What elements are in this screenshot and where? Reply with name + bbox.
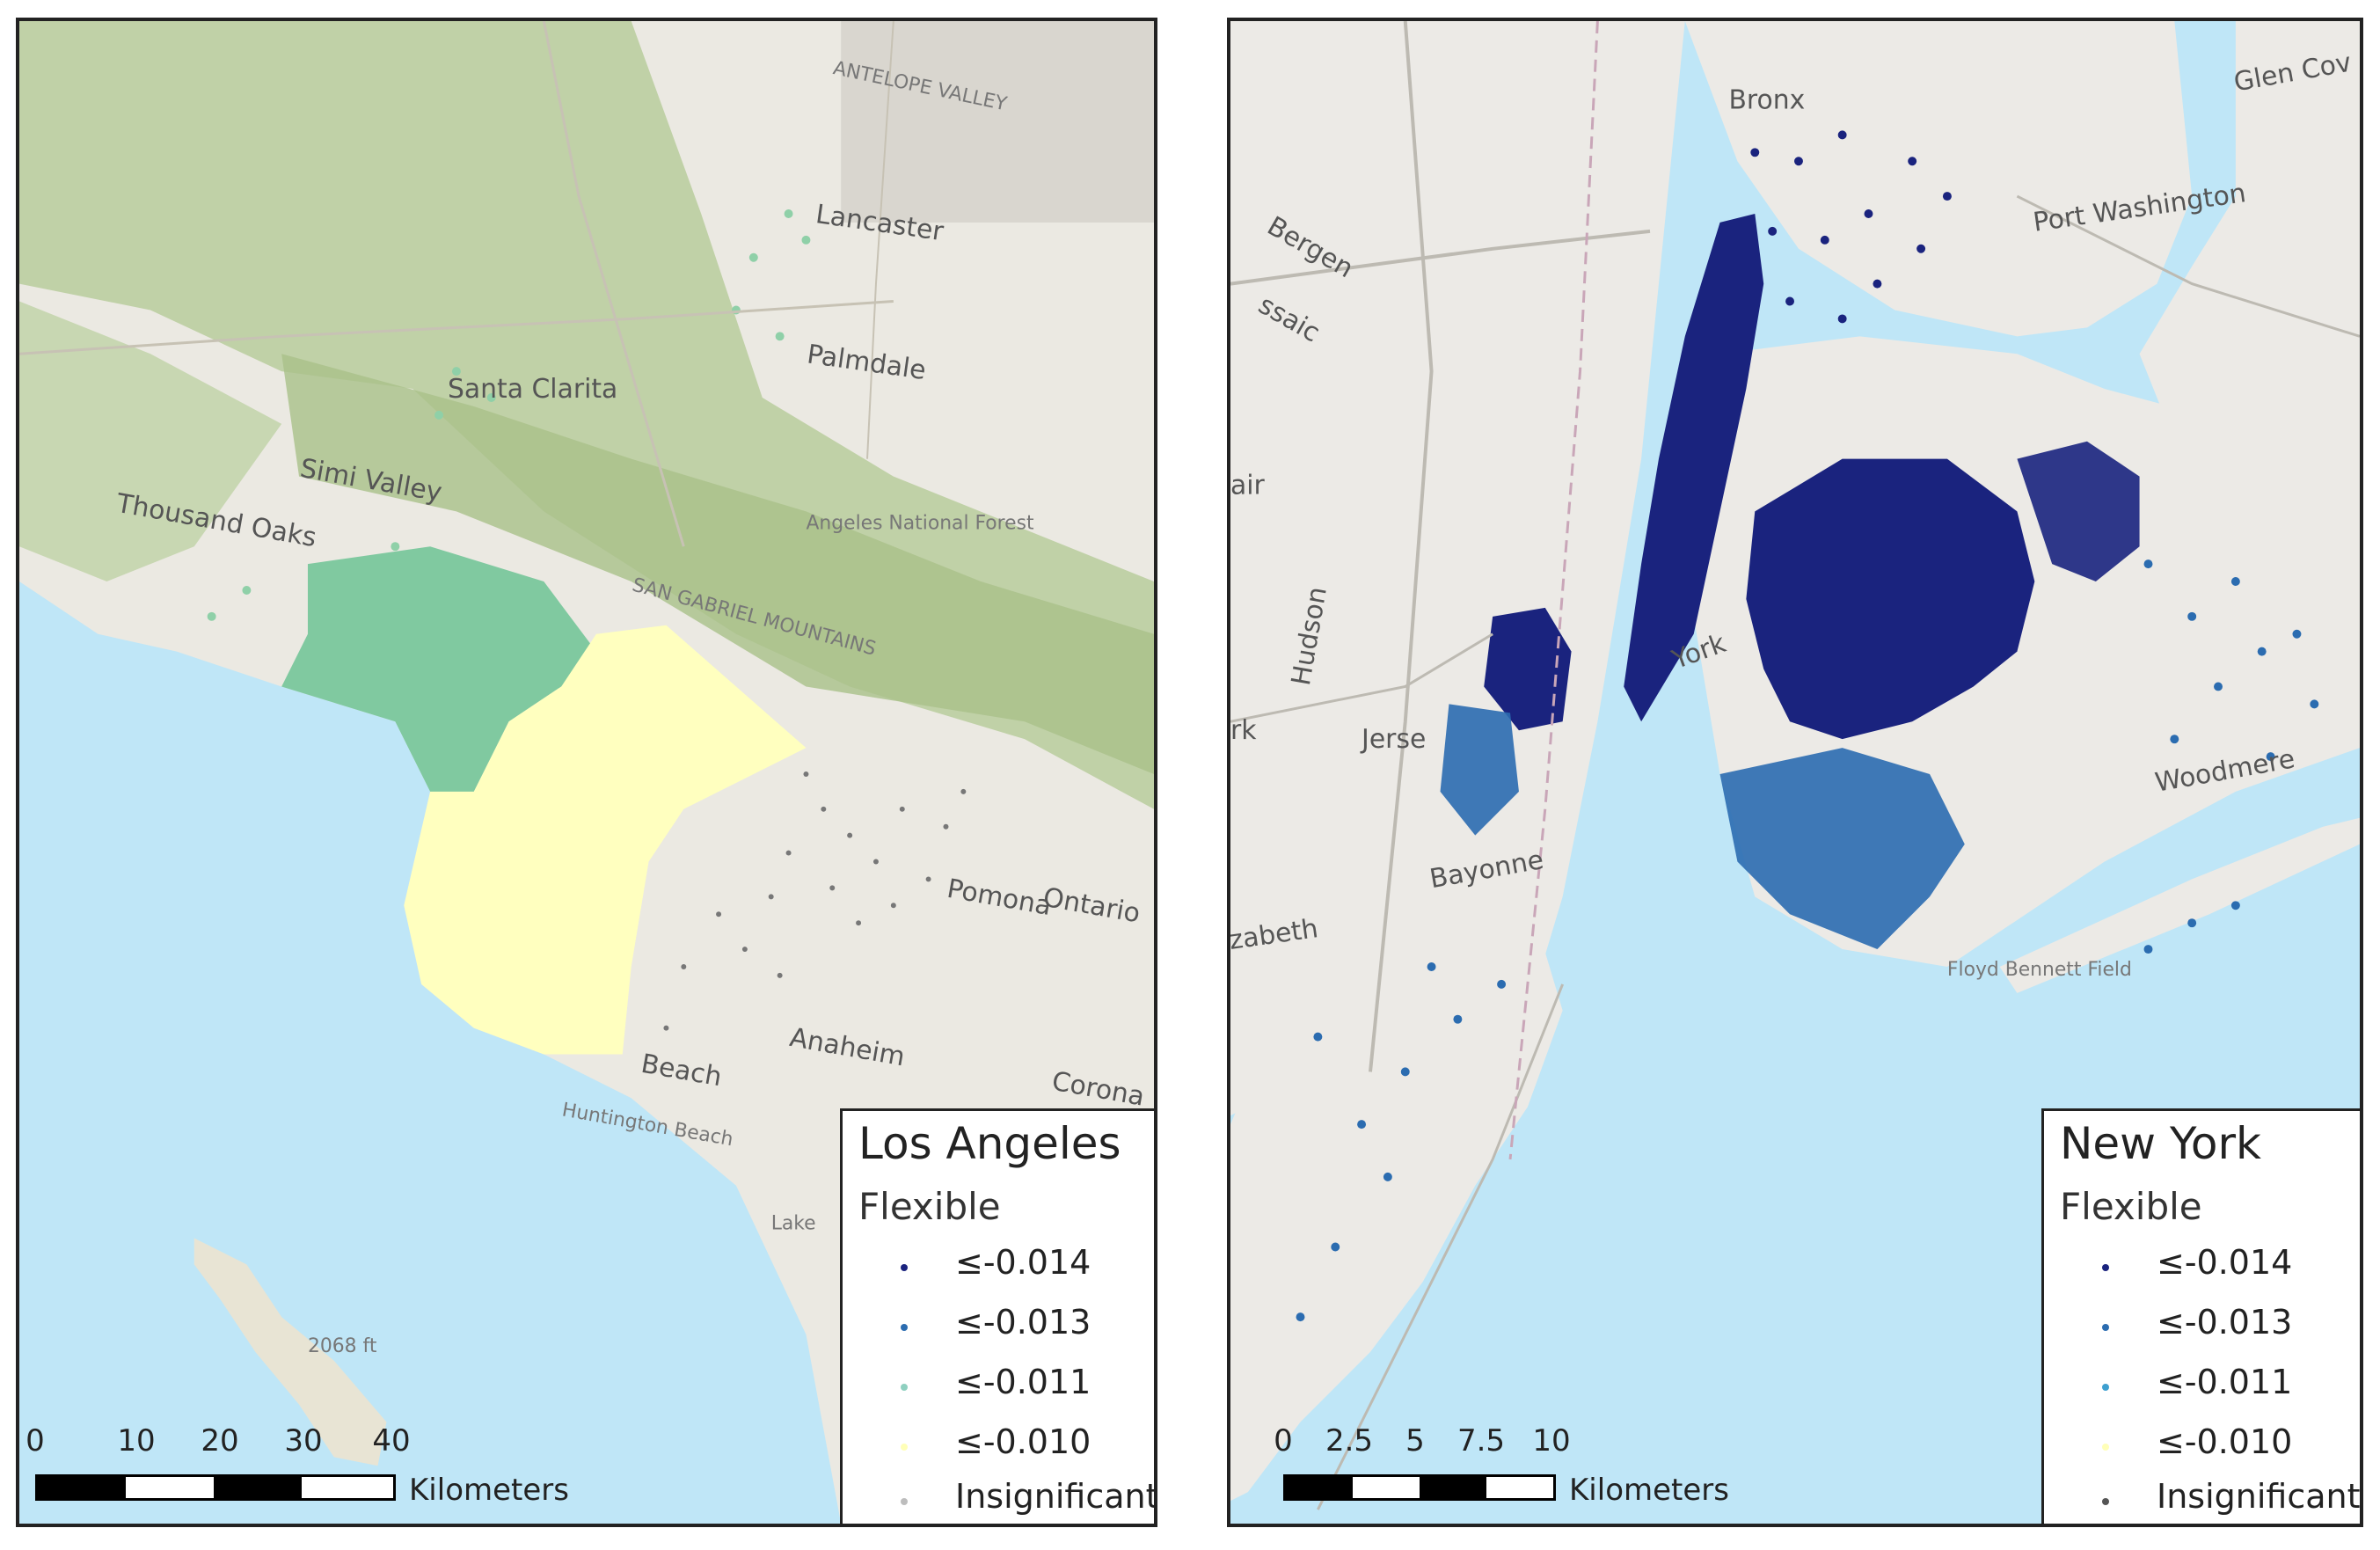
label-bayonne: Bayonne (1427, 844, 1546, 895)
legend-swatch (901, 1324, 908, 1331)
scale-tick: 10 (117, 1423, 156, 1459)
label-anaheim: Anaheim (787, 1022, 907, 1072)
legend-item: Insignificant (869, 1477, 1154, 1524)
label-jersey-city: Jerse (1360, 724, 1426, 755)
legend-swatch (901, 1498, 908, 1505)
scale-tick: 5 (1405, 1423, 1425, 1459)
ny-basemap (1230, 21, 2360, 1510)
los-angeles-map: ANTELOPE VALLEY Lancaster Palmdale Santa… (16, 18, 1157, 1527)
legend-item: ≤-0.014 (869, 1243, 1150, 1296)
label-floyd-bennett: Floyd Bennett Field (1947, 959, 2132, 981)
label-palmdale: Palmdale (805, 339, 928, 386)
label-long-beach: Beach (639, 1049, 724, 1093)
legend-label: ≤-0.014 (955, 1243, 1091, 1282)
label-san-gabriel: SAN GABRIEL MOUNTAINS (630, 574, 878, 661)
legend-subtitle: Flexible (2060, 1185, 2202, 1228)
scale-tick: 7.5 (1456, 1423, 1506, 1459)
scale-tick: 10 (1532, 1423, 1571, 1459)
scale-tick: 40 (372, 1423, 411, 1459)
legend-swatch (2102, 1324, 2109, 1331)
label-pomona: Pomona (945, 874, 1054, 922)
legend-label: Insignificant (955, 1477, 1157, 1516)
la-scale-bar: 0 10 20 30 40 Kilometers (26, 1423, 569, 1511)
legend-title: Los Angeles (858, 1118, 1121, 1169)
la-legend: Los Angeles Flexible ≤-0.014 ≤-0.013 ≤-0… (840, 1108, 1154, 1524)
legend-swatch (901, 1264, 908, 1271)
legend-title: New York (2060, 1118, 2261, 1169)
legend-swatch (901, 1444, 908, 1451)
label-ontario: Ontario (1040, 882, 1142, 930)
legend-item: ≤-0.014 (2070, 1243, 2352, 1296)
legend-swatch (901, 1384, 908, 1391)
legend-subtitle: Flexible (858, 1185, 1001, 1228)
label-thousand-oaks: Thousand Oaks (113, 488, 318, 554)
legend-swatch (2102, 1498, 2109, 1505)
legend-item: ≤-0.010 (869, 1422, 1150, 1475)
scale-tick: 2.5 (1325, 1423, 1374, 1459)
label-angeles-nf: Angeles National Forest (806, 512, 1034, 534)
label-port-washington: Port Washington (2032, 178, 2248, 238)
legend-swatch (2102, 1264, 2109, 1271)
label-rk: rk (1230, 715, 1257, 746)
label-bergen: Bergen (1262, 210, 1359, 284)
label-woodmere: Woodmere (2153, 743, 2297, 798)
label-corona: Corona (1049, 1066, 1147, 1113)
legend-label: ≤-0.010 (955, 1422, 1091, 1461)
scale-tick: 20 (201, 1423, 239, 1459)
ny-legend: New York Flexible ≤-0.014 ≤-0.013 ≤-0.01… (2041, 1108, 2360, 1524)
legend-item: ≤-0.013 (869, 1303, 1150, 1356)
label-simi-valley: Simi Valley (298, 453, 444, 508)
legend-swatch (2102, 1444, 2109, 1451)
label-huntington-beach: Huntington Beach (560, 1099, 734, 1151)
legend-label: ≤-0.013 (2157, 1303, 2293, 1342)
legend-item: ≤-0.011 (869, 1363, 1150, 1415)
legend-swatch (2102, 1384, 2109, 1391)
legend-label: ≤-0.013 (955, 1303, 1091, 1342)
new-york-map: Glen Cov Bronx Port Washington Bergen ss… (1227, 18, 2363, 1527)
label-bronx: Bronx (1728, 85, 1805, 116)
legend-label: ≤-0.014 (2157, 1243, 2293, 1282)
scale-unit: Kilometers (409, 1473, 569, 1508)
label-lake: Lake (771, 1213, 816, 1235)
legend-label: ≤-0.010 (2157, 1422, 2293, 1461)
ny-place-labels: Glen Cov Bronx Port Washington Bergen ss… (1230, 48, 2354, 981)
label-santa-clarita: Santa Clarita (448, 374, 617, 405)
legend-item: ≤-0.010 (2070, 1422, 2352, 1475)
legend-label: ≤-0.011 (2157, 1363, 2293, 1401)
label-passaic: ssaic (1253, 289, 1325, 348)
scale-tick: 0 (26, 1423, 45, 1459)
label-elevation: 2068 ft (308, 1335, 377, 1357)
label-antelope-valley: ANTELOPE VALLEY (831, 57, 1009, 115)
legend-item: ≤-0.011 (2070, 1363, 2352, 1415)
label-elizabeth: zabeth (1230, 913, 1320, 956)
label-hudson: Hudson (1286, 584, 1333, 687)
legend-label: Insignificant (2157, 1477, 2361, 1516)
legend-item: Insignificant (2070, 1477, 2360, 1524)
scale-tick: 0 (1274, 1423, 1293, 1459)
label-york: York (1668, 628, 1731, 676)
label-fair: air (1230, 470, 1266, 501)
la-place-labels: ANTELOPE VALLEY Lancaster Palmdale Santa… (113, 57, 1147, 1357)
scale-graphic (35, 1474, 396, 1501)
legend-label: ≤-0.011 (955, 1363, 1091, 1401)
scale-tick: 30 (284, 1423, 323, 1459)
scale-graphic (1283, 1474, 1556, 1501)
scale-unit: Kilometers (1569, 1473, 1729, 1508)
legend-item: ≤-0.013 (2070, 1303, 2352, 1356)
ny-scale-bar: 0 2.5 5 7.5 10 Kilometers (1274, 1423, 1811, 1511)
label-lancaster: Lancaster (814, 199, 945, 247)
label-glen-cove: Glen Cov (2231, 48, 2354, 99)
